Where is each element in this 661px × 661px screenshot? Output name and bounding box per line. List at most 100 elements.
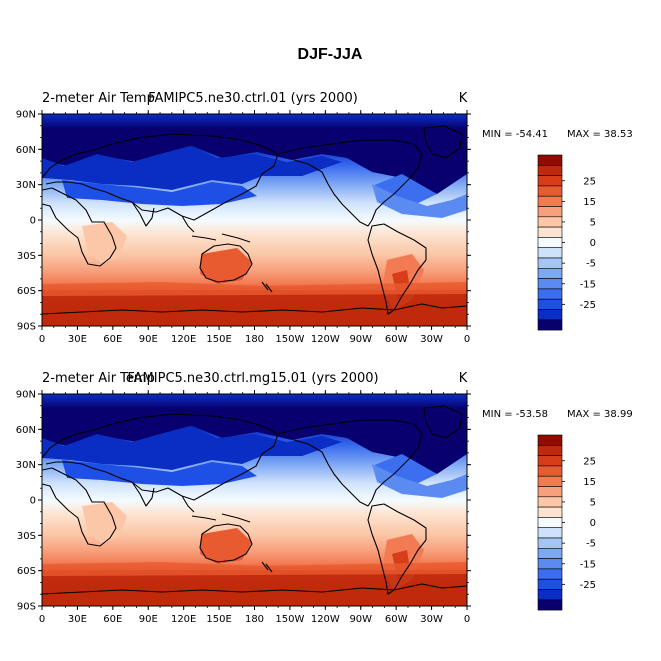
colorbar-bin bbox=[537, 278, 563, 290]
colorbar-bin bbox=[537, 185, 563, 197]
panel-1-colorbar: 25 15 5 0 -5 -15 -25 bbox=[537, 154, 596, 331]
panel-2-max-label: MAX = 38.99 bbox=[567, 409, 633, 420]
colorbar-bin bbox=[537, 257, 563, 269]
colorbar-label: 25 bbox=[583, 176, 596, 187]
lat-tick-label: 0 bbox=[30, 216, 36, 227]
colorbar-bin bbox=[537, 465, 563, 477]
lon-tick-label: 150E bbox=[206, 614, 231, 625]
lat-tick-label: 30N bbox=[16, 460, 36, 471]
panel-2-units: K bbox=[459, 371, 468, 386]
colorbar-label: -25 bbox=[580, 300, 596, 311]
panel-1: 2-meter Air Temp FAMIPC5.ne30.ctrl.01 (y… bbox=[16, 91, 633, 345]
colorbar-bin bbox=[537, 455, 563, 467]
lon-tick-label: 150W bbox=[275, 614, 304, 625]
lon-tick-label: 90E bbox=[139, 614, 158, 625]
lon-tick-label: 0 bbox=[39, 614, 45, 625]
lat-tick-label: 90S bbox=[17, 322, 36, 333]
lon-tick-label: 90W bbox=[349, 334, 372, 345]
lon-tick-label: 0 bbox=[464, 614, 470, 625]
colorbar-bin bbox=[537, 599, 563, 611]
colorbar-bin bbox=[537, 226, 563, 238]
lat-tick-label: 60N bbox=[16, 145, 36, 156]
colorbar-bin bbox=[537, 578, 563, 590]
colorbar-bin bbox=[537, 247, 563, 259]
lon-tick-label: 60E bbox=[103, 614, 122, 625]
colorbar-bin bbox=[537, 175, 563, 187]
colorbar-bin bbox=[537, 319, 563, 331]
lon-tick-label: 30W bbox=[420, 614, 443, 625]
lon-tick-label: 90W bbox=[349, 614, 372, 625]
colorbar-bin bbox=[537, 206, 563, 218]
lon-tick-label: 60E bbox=[103, 334, 122, 345]
colorbar-bin bbox=[537, 288, 563, 300]
colorbar-bin bbox=[537, 486, 563, 498]
lat-tick-label: 30S bbox=[17, 531, 36, 542]
lat-tick-label: 30N bbox=[16, 180, 36, 191]
colorbar-label: 0 bbox=[590, 518, 596, 529]
colorbar-label: 0 bbox=[590, 238, 596, 249]
panel-1-map bbox=[41, 113, 468, 327]
lat-tick-label: 30S bbox=[17, 251, 36, 262]
panel-2-map bbox=[41, 393, 468, 607]
colorbar-label: 25 bbox=[583, 456, 596, 467]
colorbar-bin bbox=[537, 589, 563, 601]
colorbar-label: -25 bbox=[580, 580, 596, 591]
lon-tick-label: 60W bbox=[385, 614, 408, 625]
colorbar-label: -5 bbox=[586, 259, 596, 270]
lat-tick-label: 60N bbox=[16, 425, 36, 436]
colorbar-label: 15 bbox=[583, 477, 596, 488]
lon-tick-label: 180 bbox=[245, 334, 264, 345]
lat-tick-label: 90S bbox=[17, 602, 36, 613]
colorbar-label: -15 bbox=[580, 279, 596, 290]
colorbar-bin bbox=[537, 496, 563, 508]
panel-2-title-left: 2-meter Air Temp bbox=[42, 371, 155, 386]
panel-1-title-center: FAMIPC5.ne30.ctrl.01 (yrs 2000) bbox=[148, 91, 358, 106]
lat-tick-label: 90N bbox=[16, 390, 36, 401]
colorbar-bin bbox=[537, 154, 563, 166]
lon-tick-label: 120E bbox=[171, 334, 196, 345]
lon-tick-label: 150W bbox=[275, 334, 304, 345]
colorbar-bin bbox=[537, 267, 563, 279]
colorbar-label: 15 bbox=[583, 197, 596, 208]
colorbar-bin bbox=[537, 195, 563, 207]
lon-tick-label: 180 bbox=[245, 614, 264, 625]
lon-tick-label: 0 bbox=[39, 334, 45, 345]
colorbar-label: 5 bbox=[590, 217, 596, 228]
colorbar-bin bbox=[537, 216, 563, 228]
colorbar-bin bbox=[537, 298, 563, 310]
colorbar-bin bbox=[537, 537, 563, 549]
lat-tick-label: 60S bbox=[17, 286, 36, 297]
colorbar-bin bbox=[537, 434, 563, 446]
colorbar-bin bbox=[537, 517, 563, 529]
colorbar-bin bbox=[537, 309, 563, 321]
lon-tick-label: 30E bbox=[68, 614, 87, 625]
colorbar-label: -5 bbox=[586, 539, 596, 550]
lon-tick-label: 120W bbox=[311, 614, 340, 625]
panel-2: 2-meter Air Temp FAMIPC5.ne30.ctrl.mg15.… bbox=[16, 371, 633, 625]
colorbar-bin bbox=[537, 444, 563, 456]
panel-2-min-label: MIN = -53.58 bbox=[482, 409, 548, 420]
panel-1-min-label: MIN = -54.41 bbox=[482, 129, 548, 140]
panel-1-max-label: MAX = 38.53 bbox=[567, 129, 633, 140]
lon-tick-label: 60W bbox=[385, 334, 408, 345]
colorbar-bin bbox=[537, 568, 563, 580]
colorbar-bin bbox=[537, 558, 563, 570]
lat-tick-label: 60S bbox=[17, 566, 36, 577]
colorbar-bin bbox=[537, 475, 563, 487]
lon-tick-label: 30E bbox=[68, 334, 87, 345]
colorbar-bin bbox=[537, 547, 563, 559]
colorbar-label: 5 bbox=[590, 497, 596, 508]
colorbar-bin bbox=[537, 237, 563, 248]
panel-2-title-center: FAMIPC5.ne30.ctrl.mg15.01 (yrs 2000) bbox=[127, 371, 378, 386]
colorbar-bin bbox=[537, 506, 563, 518]
colorbar-label: -15 bbox=[580, 559, 596, 570]
panel-1-units: K bbox=[459, 91, 468, 106]
figure-title: DJF-JJA bbox=[298, 46, 363, 63]
panel-2-colorbar: 25 15 5 0 -5 -15 -25 bbox=[537, 434, 596, 611]
colorbar-bin bbox=[537, 527, 563, 539]
lon-tick-label: 120W bbox=[311, 334, 340, 345]
panel-1-title-left: 2-meter Air Temp bbox=[42, 91, 155, 106]
